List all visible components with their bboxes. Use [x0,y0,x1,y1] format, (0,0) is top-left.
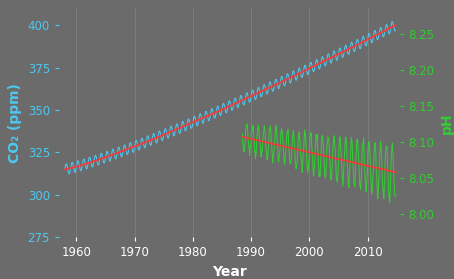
Y-axis label: pH: pH [440,112,454,134]
Y-axis label: CO₂ (ppm): CO₂ (ppm) [8,83,22,163]
X-axis label: Year: Year [212,265,247,279]
